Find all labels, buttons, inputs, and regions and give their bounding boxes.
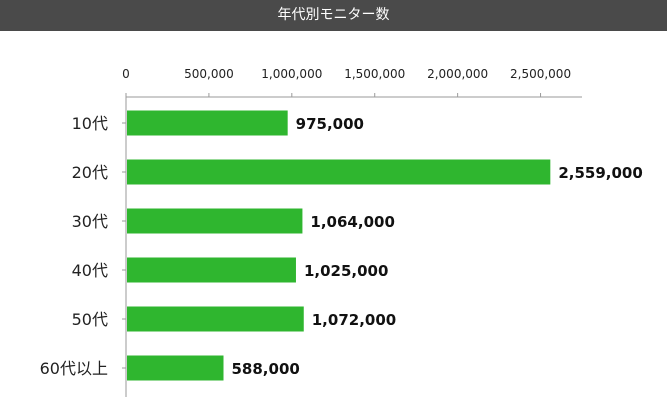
data-label: 1,072,000: [312, 311, 396, 329]
category-label: 30代: [72, 212, 108, 231]
x-tick-label: 2,500,000: [510, 67, 571, 81]
category-label: 10代: [72, 114, 108, 133]
x-tick-label: 0: [122, 67, 130, 81]
x-tick-label: 500,000: [184, 67, 234, 81]
category-label: 40代: [72, 261, 108, 280]
x-tick-label: 2,000,000: [427, 67, 488, 81]
bar: [127, 355, 224, 381]
chart-title: 年代別モニター数: [0, 0, 667, 31]
bar: [127, 306, 304, 332]
category-label: 60代以上: [40, 359, 108, 378]
category-label: 20代: [72, 163, 108, 182]
data-label: 1,064,000: [310, 213, 394, 231]
data-label: 1,025,000: [304, 262, 388, 280]
x-tick-label: 1,000,000: [261, 67, 322, 81]
bar: [127, 110, 288, 136]
data-label: 975,000: [296, 115, 364, 133]
bar: [127, 208, 303, 234]
x-tick-label: 1,500,000: [344, 67, 405, 81]
data-label: 2,559,000: [558, 164, 642, 182]
bar: [127, 257, 296, 283]
data-label: 588,000: [232, 360, 300, 378]
category-label: 50代: [72, 310, 108, 329]
bar: [127, 159, 551, 185]
